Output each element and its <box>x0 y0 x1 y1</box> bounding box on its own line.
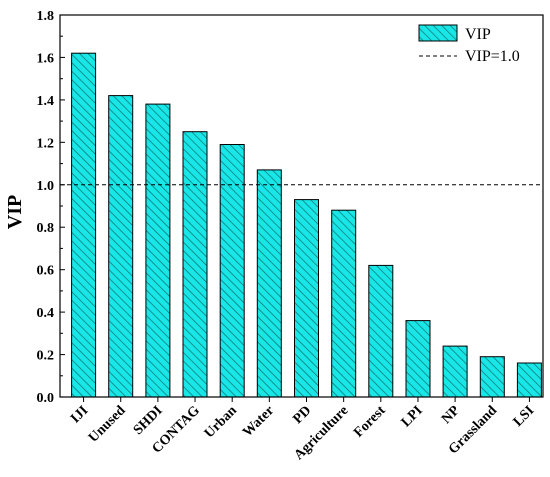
bar-iji <box>71 52 97 398</box>
bar-agriculture <box>331 209 357 398</box>
y-tick-label: 0.6 <box>37 264 55 279</box>
x-tick-label-np: NP <box>439 403 463 427</box>
bar-shdi <box>145 103 171 398</box>
x-tick-label-water: Water <box>240 403 277 440</box>
legend: VIP VIP=1.0 <box>418 24 520 65</box>
legend-label-ref-line: VIP=1.0 <box>465 48 520 65</box>
x-tick-label-lpi: LPI <box>399 403 426 430</box>
y-tick-label: 0.8 <box>37 221 55 236</box>
x-tick-label-forest: Forest <box>351 403 389 441</box>
bars-layer <box>71 52 542 398</box>
bar-contag <box>182 131 208 398</box>
bar-unused <box>108 95 134 398</box>
legend-label-vip: VIP <box>465 26 491 43</box>
y-tick-label: 0.0 <box>37 391 55 406</box>
x-tick-label-urban: Urban <box>202 403 240 441</box>
x-tick-label-iji: IJI <box>68 403 91 426</box>
bar-lpi <box>405 320 431 398</box>
legend-swatch-vip <box>418 24 458 42</box>
bar-pd <box>294 199 319 398</box>
x-tick-label-unused: Unused <box>86 403 129 446</box>
x-tick-label-lsi: LSI <box>511 403 538 430</box>
bar-lsi <box>516 362 542 398</box>
bar-water <box>256 169 282 398</box>
bar-forest <box>368 264 394 398</box>
x-tick-label-shdi: SHDI <box>131 403 166 438</box>
bar-grassland <box>479 356 505 398</box>
x-tick-label-pd: PD <box>291 403 315 427</box>
y-tick-label: 1.8 <box>37 9 55 24</box>
bar-urban <box>219 144 245 398</box>
y-tick-label: 1.0 <box>37 179 55 194</box>
y-tick-label: 0.2 <box>37 349 55 364</box>
y-axis-title: VIP <box>4 195 26 229</box>
y-tick-label: 1.4 <box>37 94 55 109</box>
y-tick-label: 0.4 <box>37 306 55 321</box>
bar-np <box>442 345 468 398</box>
y-tick-label: 1.6 <box>37 51 55 66</box>
y-tick-label: 1.2 <box>37 136 55 151</box>
